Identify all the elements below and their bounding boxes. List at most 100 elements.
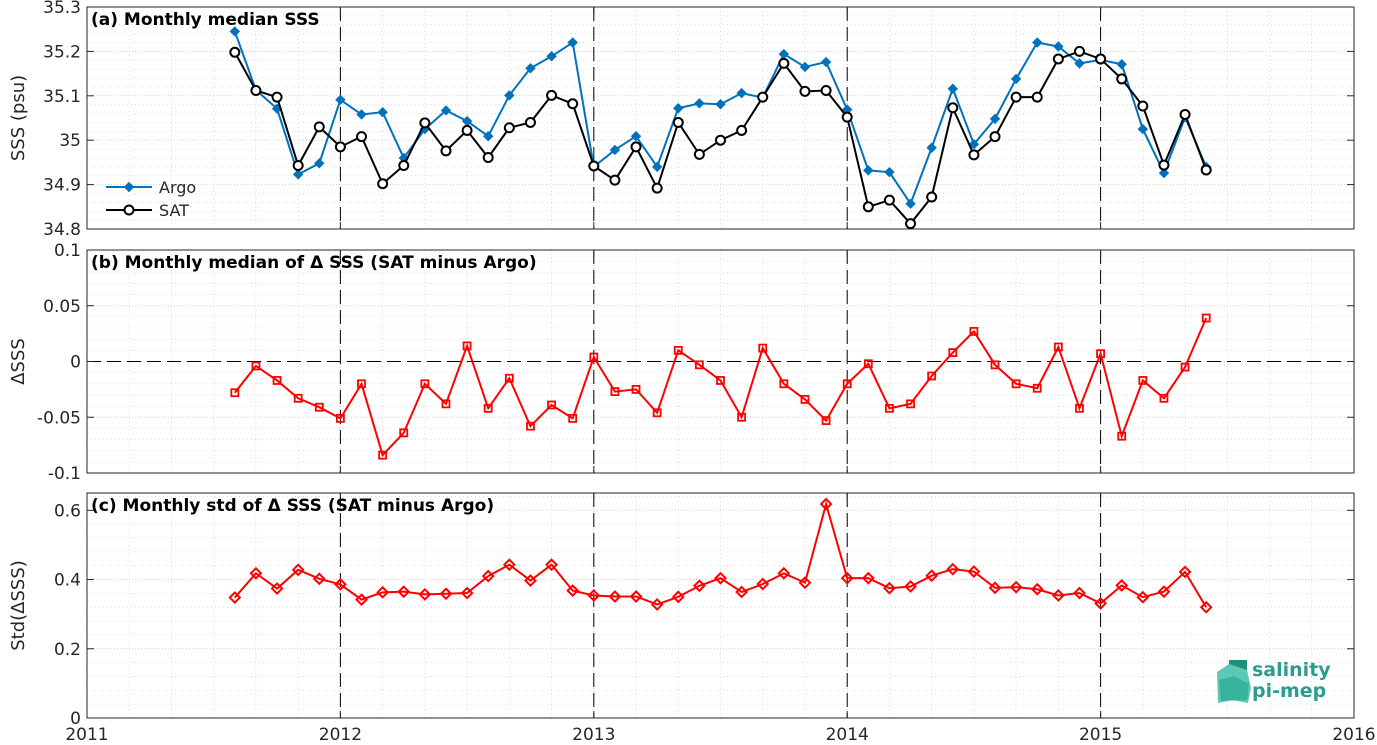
data-point <box>441 399 451 409</box>
data-point <box>524 574 537 587</box>
data-point <box>567 98 579 110</box>
data-point <box>1157 585 1171 599</box>
y-tick-label: 35.3 <box>43 0 81 18</box>
data-point <box>524 116 536 128</box>
data-point <box>293 393 303 403</box>
data-point <box>504 373 514 383</box>
data-point <box>567 37 578 48</box>
data-point <box>820 56 832 68</box>
data-point <box>335 413 345 423</box>
data-point <box>313 121 325 133</box>
data-point <box>439 587 453 601</box>
data-point <box>357 379 366 389</box>
legend-label: SAT <box>159 201 189 220</box>
data-point <box>1116 59 1127 70</box>
y-tick-label: -0.1 <box>48 464 81 484</box>
y-tick-label: 0 <box>70 353 81 373</box>
data-point <box>440 105 452 116</box>
data-point <box>312 572 326 586</box>
data-point <box>1138 376 1148 385</box>
data-point <box>566 584 580 598</box>
data-point <box>398 160 410 172</box>
data-point <box>608 590 622 603</box>
data-point <box>270 582 284 595</box>
data-point <box>969 326 979 336</box>
data-point <box>378 450 388 460</box>
data-point <box>651 182 663 194</box>
data-point <box>779 379 789 389</box>
data-point <box>736 124 748 136</box>
y-tick-label: 0.1 <box>54 241 81 261</box>
data-point <box>967 565 981 578</box>
data-point <box>842 379 852 389</box>
x-tick-label: 2013 <box>572 725 615 745</box>
data-point <box>272 376 282 385</box>
data-point <box>798 576 812 590</box>
data-point <box>376 585 390 599</box>
data-point <box>630 130 642 142</box>
y-axis-label: SSS (psu) <box>8 75 29 161</box>
data-point <box>1115 579 1129 592</box>
data-point <box>758 343 768 353</box>
data-point <box>1199 600 1213 614</box>
data-point <box>230 388 240 398</box>
x-tick-label: 2016 <box>1332 725 1375 745</box>
data-point <box>862 201 874 213</box>
data-point <box>715 134 726 146</box>
data-point <box>650 598 664 611</box>
logo-mark-waves-inner <box>1219 676 1249 701</box>
y-tick-label: 34.8 <box>43 220 81 240</box>
data-point <box>356 131 368 143</box>
data-point <box>883 194 895 206</box>
data-point <box>609 144 621 156</box>
data-point <box>756 577 770 591</box>
y-axis-label: Std(ΔSSS) <box>8 560 29 651</box>
data-point <box>1179 108 1191 120</box>
data-point <box>1180 362 1190 372</box>
data-point <box>1031 91 1043 103</box>
y-tick-label: -0.05 <box>37 408 81 428</box>
data-point <box>1136 590 1150 604</box>
data-point <box>841 111 853 123</box>
data-point <box>399 428 409 438</box>
y-tick-label: 0.05 <box>43 297 81 317</box>
data-point <box>1158 167 1170 179</box>
data-point <box>418 588 432 601</box>
y-tick-label: 0 <box>70 709 81 729</box>
panel-title: (b) Monthly median of Δ SSS (SAT minus A… <box>91 253 537 273</box>
data-point <box>1075 403 1084 413</box>
data-point <box>1032 383 1042 393</box>
data-point <box>356 109 367 120</box>
data-point <box>1094 597 1108 610</box>
data-point <box>420 379 430 389</box>
data-point <box>440 145 452 157</box>
data-point <box>905 218 917 230</box>
data-point <box>1201 313 1211 323</box>
legend: Argo SAT <box>106 178 196 220</box>
data-point <box>988 581 1002 595</box>
logo-text-line2: pi-mep <box>1252 680 1326 702</box>
data-point <box>1073 45 1085 57</box>
y-tick-label: 0.2 <box>54 640 81 660</box>
data-point <box>946 562 960 576</box>
data-point <box>692 579 706 593</box>
data-point <box>926 191 938 203</box>
data-point <box>335 94 346 106</box>
data-point <box>333 577 347 591</box>
data-point <box>483 130 494 142</box>
series-main <box>228 497 1213 614</box>
data-point <box>905 198 916 209</box>
data-point <box>948 348 958 357</box>
data-point <box>714 571 727 585</box>
data-point <box>1117 431 1127 441</box>
data-point <box>821 416 831 425</box>
y-axis-label: ΔSSS <box>8 338 29 385</box>
data-point <box>777 566 791 580</box>
data-point <box>1052 53 1064 65</box>
data-point <box>1158 159 1170 171</box>
data-point <box>819 497 833 511</box>
data-point <box>1096 349 1105 359</box>
data-point <box>735 585 749 599</box>
data-point <box>651 161 663 173</box>
